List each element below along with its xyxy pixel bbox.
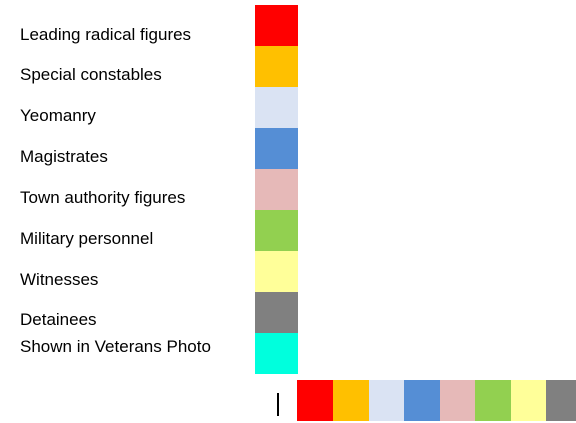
legend-label-magistrates: Magistrates	[20, 147, 108, 166]
swatch-military-personnel	[255, 210, 298, 251]
legend-label-military-personnel: Military personnel	[20, 229, 154, 248]
strip-swatch-orange	[333, 380, 369, 421]
swatch-town-authority-figures	[255, 169, 298, 210]
swatch-yeomanry	[255, 87, 298, 128]
legend-label-shown-in-veterans-photo: Shown in Veterans Photo	[20, 337, 211, 356]
legend-label-special-constables: Special constables	[20, 65, 162, 84]
swatch-special-constables	[255, 46, 298, 87]
strip-swatch-gray	[546, 380, 576, 421]
legend-label-witnesses: Witnesses	[20, 270, 99, 289]
strip-swatch-light-blue	[369, 380, 405, 421]
swatch-detainees	[255, 292, 298, 333]
strip-swatch-red	[297, 380, 333, 421]
cursor-bar	[277, 393, 279, 416]
swatch-leading-radical-figures	[255, 5, 298, 46]
strip-swatch-blue	[404, 380, 440, 421]
strip-swatch-green	[475, 380, 511, 421]
strip-swatch-pink	[440, 380, 476, 421]
swatch-witnesses	[255, 251, 298, 292]
swatch-magistrates	[255, 128, 298, 169]
legend-label-yeomanry: Yeomanry	[20, 106, 96, 125]
swatch-shown-in-veterans-photo	[255, 333, 298, 374]
legend-label-detainees: Detainees	[20, 310, 97, 329]
legend-label-town-authority-figures: Town authority figures	[20, 188, 186, 207]
legend-label-leading-radical-figures: Leading radical figures	[20, 25, 192, 44]
strip-swatch-yellow	[511, 380, 547, 421]
